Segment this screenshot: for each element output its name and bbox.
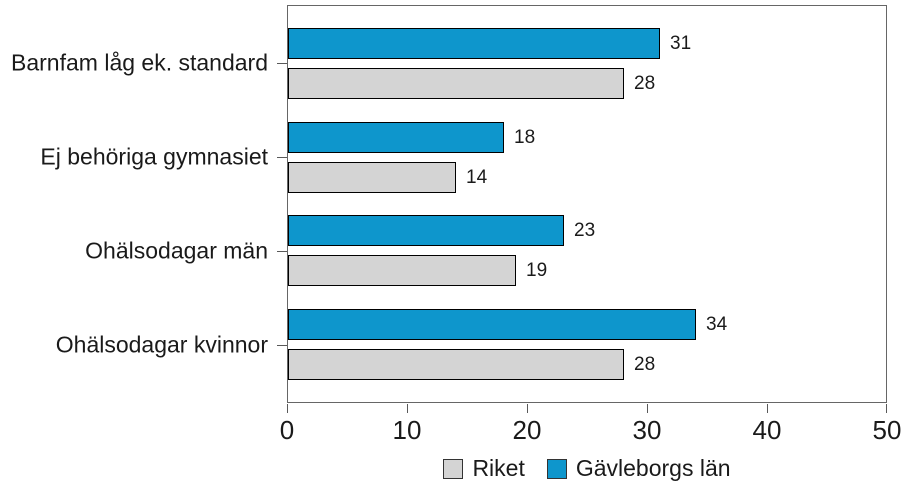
legend-label: Gävleborgs län	[575, 455, 731, 481]
x-axis-tick-mark	[767, 404, 768, 413]
bar-row-gavleborgs-lan: 31	[288, 28, 886, 60]
y-axis-tick-mark	[277, 345, 287, 346]
bar-row-gavleborgs-lan: 18	[288, 121, 886, 153]
bar-value-label: 28	[634, 73, 656, 95]
bar-value-label: 34	[706, 313, 728, 335]
legend-label: Riket	[472, 455, 525, 481]
x-axis-tick-mark	[527, 404, 528, 413]
legend-swatch-gavleborgs-lan	[546, 458, 567, 479]
bar-value-label: 31	[670, 33, 692, 55]
x-axis-tick-label: 20	[512, 415, 542, 445]
bar-value-label: 23	[574, 220, 596, 242]
bar-row-riket: 14	[288, 161, 886, 193]
bar-row-riket: 19	[288, 255, 886, 287]
x-axis-tick-mark	[647, 404, 648, 413]
plot-area: 31 28 18 14 23 19 34 28	[287, 5, 887, 403]
bar-group-ej-behoriga-gymnasiet: 18 14	[288, 121, 886, 193]
y-axis-tick-mark	[277, 63, 287, 64]
bar-riket-ohalsodagar-kvinnor	[288, 348, 624, 380]
bar-value-label: 28	[634, 353, 656, 375]
bar-riket-ej-behoriga-gymnasiet	[288, 161, 456, 193]
legend-entry-riket: Riket	[443, 455, 525, 481]
bar-gavleborgs-lan-ohalsodagar-man	[288, 215, 564, 247]
x-axis-tick-label: 30	[632, 415, 662, 445]
legend-entry-gavleborgs-lan: Gävleborgs län	[546, 455, 731, 481]
category-label-ohalsodagar-kvinnor: Ohälsodagar kvinnor	[55, 331, 268, 358]
bar-row-gavleborgs-lan: 34	[288, 308, 886, 340]
x-axis-tick-label: 40	[752, 415, 782, 445]
legend-swatch-riket	[443, 458, 464, 479]
x-axis-tick-label: 50	[872, 415, 902, 445]
bar-value-label: 14	[466, 166, 488, 188]
bar-group-ohalsodagar-kvinnor: 34 28	[288, 308, 886, 380]
bar-row-gavleborgs-lan: 23	[288, 215, 886, 247]
bar-gavleborgs-lan-barnfam-lag-ek-standard	[288, 28, 660, 60]
legend: Riket Gävleborgs län	[287, 457, 887, 480]
bar-group-barnfam-lag-ek-standard: 31 28	[288, 28, 886, 100]
bar-row-riket: 28	[288, 348, 886, 380]
bar-value-label: 18	[514, 126, 536, 148]
category-label-barnfam-lag-ek-standard: Barnfam låg ek. standard	[11, 49, 268, 76]
bar-value-label: 19	[526, 260, 548, 282]
y-axis-tick-mark	[277, 157, 287, 158]
bar-row-riket: 28	[288, 68, 886, 100]
bar-gavleborgs-lan-ohalsodagar-kvinnor	[288, 308, 696, 340]
bar-group-ohalsodagar-man: 23 19	[288, 215, 886, 287]
bar-riket-ohalsodagar-man	[288, 255, 516, 287]
x-axis-tick-mark	[886, 404, 887, 413]
category-label-ohalsodagar-man: Ohälsodagar män	[85, 237, 268, 264]
x-axis-tick-mark	[287, 404, 288, 413]
x-axis-tick-label: 0	[279, 415, 295, 445]
x-axis-tick-label: 10	[392, 415, 422, 445]
bar-riket-barnfam-lag-ek-standard	[288, 68, 624, 100]
x-axis-tick-mark	[407, 404, 408, 413]
y-axis-tick-mark	[277, 251, 287, 252]
category-label-ej-behoriga-gymnasiet: Ej behöriga gymnasiet	[40, 143, 268, 170]
bar-gavleborgs-lan-ej-behoriga-gymnasiet	[288, 121, 504, 153]
